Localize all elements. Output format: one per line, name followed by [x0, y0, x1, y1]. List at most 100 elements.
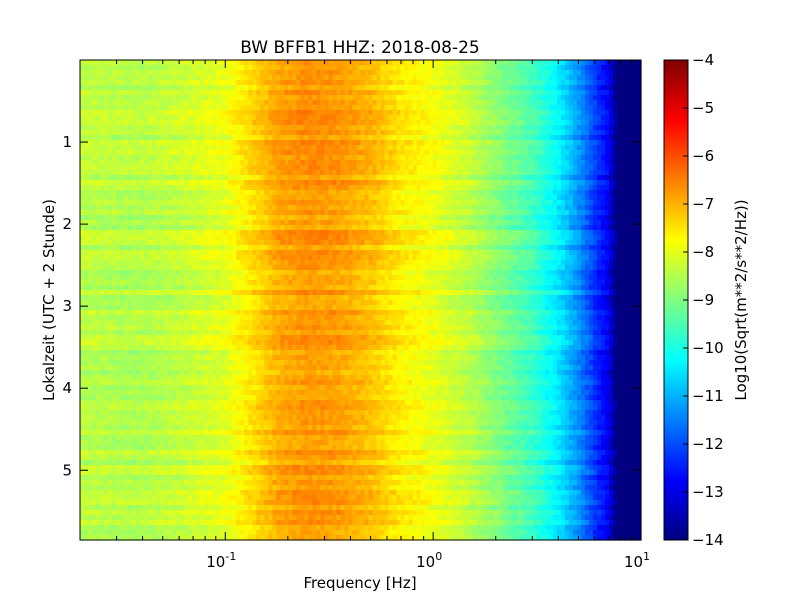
heatmap-cell [148, 205, 153, 211]
heatmap-cell [588, 165, 594, 171]
heatmap-cell [300, 220, 305, 226]
heatmap-cell [236, 220, 241, 226]
heatmap-cell [436, 175, 442, 181]
heatmap-cell [484, 120, 490, 126]
heatmap-cell [148, 190, 153, 196]
heatmap-cell [564, 80, 570, 86]
heatmap-cell [364, 235, 370, 241]
heatmap-cell [584, 130, 590, 136]
heatmap-cell [428, 85, 434, 91]
heatmap-cell [572, 165, 578, 171]
heatmap-cell [592, 185, 598, 191]
heatmap-cell [304, 100, 310, 106]
heatmap-cell [136, 125, 141, 131]
heatmap-cell [376, 65, 382, 71]
heatmap-cell [296, 100, 301, 106]
heatmap-cell [260, 135, 265, 141]
heatmap-cell [568, 185, 574, 191]
heatmap-cell [180, 230, 185, 236]
heatmap-cell [204, 140, 209, 146]
heatmap-cell [132, 165, 137, 171]
heatmap-cell [568, 220, 574, 226]
heatmap-cell [196, 180, 201, 186]
heatmap-cell [332, 145, 338, 151]
heatmap-cell [632, 65, 638, 71]
heatmap-cell [264, 205, 269, 211]
heatmap-cell [348, 205, 354, 211]
heatmap-cell [460, 130, 466, 136]
heatmap-cell [528, 80, 534, 86]
heatmap-cell [488, 140, 494, 146]
heatmap-cell [168, 65, 173, 71]
heatmap-cell [512, 110, 518, 116]
heatmap-cell [396, 210, 402, 216]
heatmap-cell [372, 175, 378, 181]
heatmap-cell [92, 225, 97, 231]
heatmap-cell [420, 215, 426, 221]
heatmap-cell [216, 70, 221, 76]
heatmap-cell [528, 150, 534, 156]
heatmap-cell [620, 130, 626, 136]
heatmap-cell [340, 175, 346, 181]
heatmap-cell [224, 145, 229, 151]
heatmap-cell [144, 190, 149, 196]
heatmap-cell [240, 200, 245, 206]
heatmap-cell [288, 110, 293, 116]
heatmap-cell [204, 235, 209, 241]
heatmap-cell [488, 110, 494, 116]
heatmap-cell [148, 235, 153, 241]
heatmap-cell [484, 160, 490, 166]
heatmap-cell [600, 175, 606, 181]
heatmap-cell [576, 130, 582, 136]
heatmap-cell [412, 125, 418, 131]
heatmap-cell [368, 180, 374, 186]
heatmap-cell [636, 135, 642, 141]
heatmap-cell [268, 140, 273, 146]
heatmap-cell [576, 225, 582, 231]
heatmap-cell [600, 145, 606, 151]
heatmap-cell [276, 65, 281, 71]
heatmap-cell [484, 135, 490, 141]
heatmap-cell [520, 220, 526, 226]
heatmap-cell [484, 70, 490, 76]
heatmap-cell [220, 90, 225, 96]
heatmap-cell [568, 70, 574, 76]
heatmap-cell [612, 175, 618, 181]
heatmap-cell [280, 235, 285, 241]
heatmap-cell [572, 230, 578, 236]
heatmap-cell [236, 225, 241, 231]
heatmap-cell [612, 160, 618, 166]
heatmap-cell [620, 65, 626, 71]
heatmap-cell [572, 60, 578, 66]
heatmap-cell [420, 95, 426, 101]
heatmap-cell [412, 75, 418, 81]
heatmap-cell [604, 130, 610, 136]
heatmap-cell [396, 60, 402, 66]
heatmap-cell [608, 95, 614, 101]
heatmap-cell [204, 230, 209, 236]
heatmap-cell [524, 160, 530, 166]
heatmap-cell [192, 160, 197, 166]
heatmap-cell [528, 90, 534, 96]
heatmap-cell [400, 215, 406, 221]
heatmap-cell [576, 65, 582, 71]
heatmap-cell [128, 85, 133, 91]
heatmap-cell [600, 225, 606, 231]
heatmap-cell [436, 190, 442, 196]
heatmap-cell [196, 175, 201, 181]
heatmap-cell [380, 230, 386, 236]
heatmap-cell [140, 235, 145, 241]
heatmap-cell [180, 60, 185, 66]
heatmap-cell [136, 140, 141, 146]
heatmap-cell [580, 195, 586, 201]
heatmap-cell [360, 215, 366, 221]
heatmap-cell [424, 110, 430, 116]
heatmap-cell [260, 220, 265, 226]
heatmap-cell [424, 215, 430, 221]
heatmap-cell [324, 85, 330, 91]
heatmap-cell [224, 105, 229, 111]
heatmap-cell [240, 155, 245, 161]
heatmap-cell [228, 235, 233, 241]
heatmap-cell [444, 145, 450, 151]
heatmap-cell [368, 200, 374, 206]
